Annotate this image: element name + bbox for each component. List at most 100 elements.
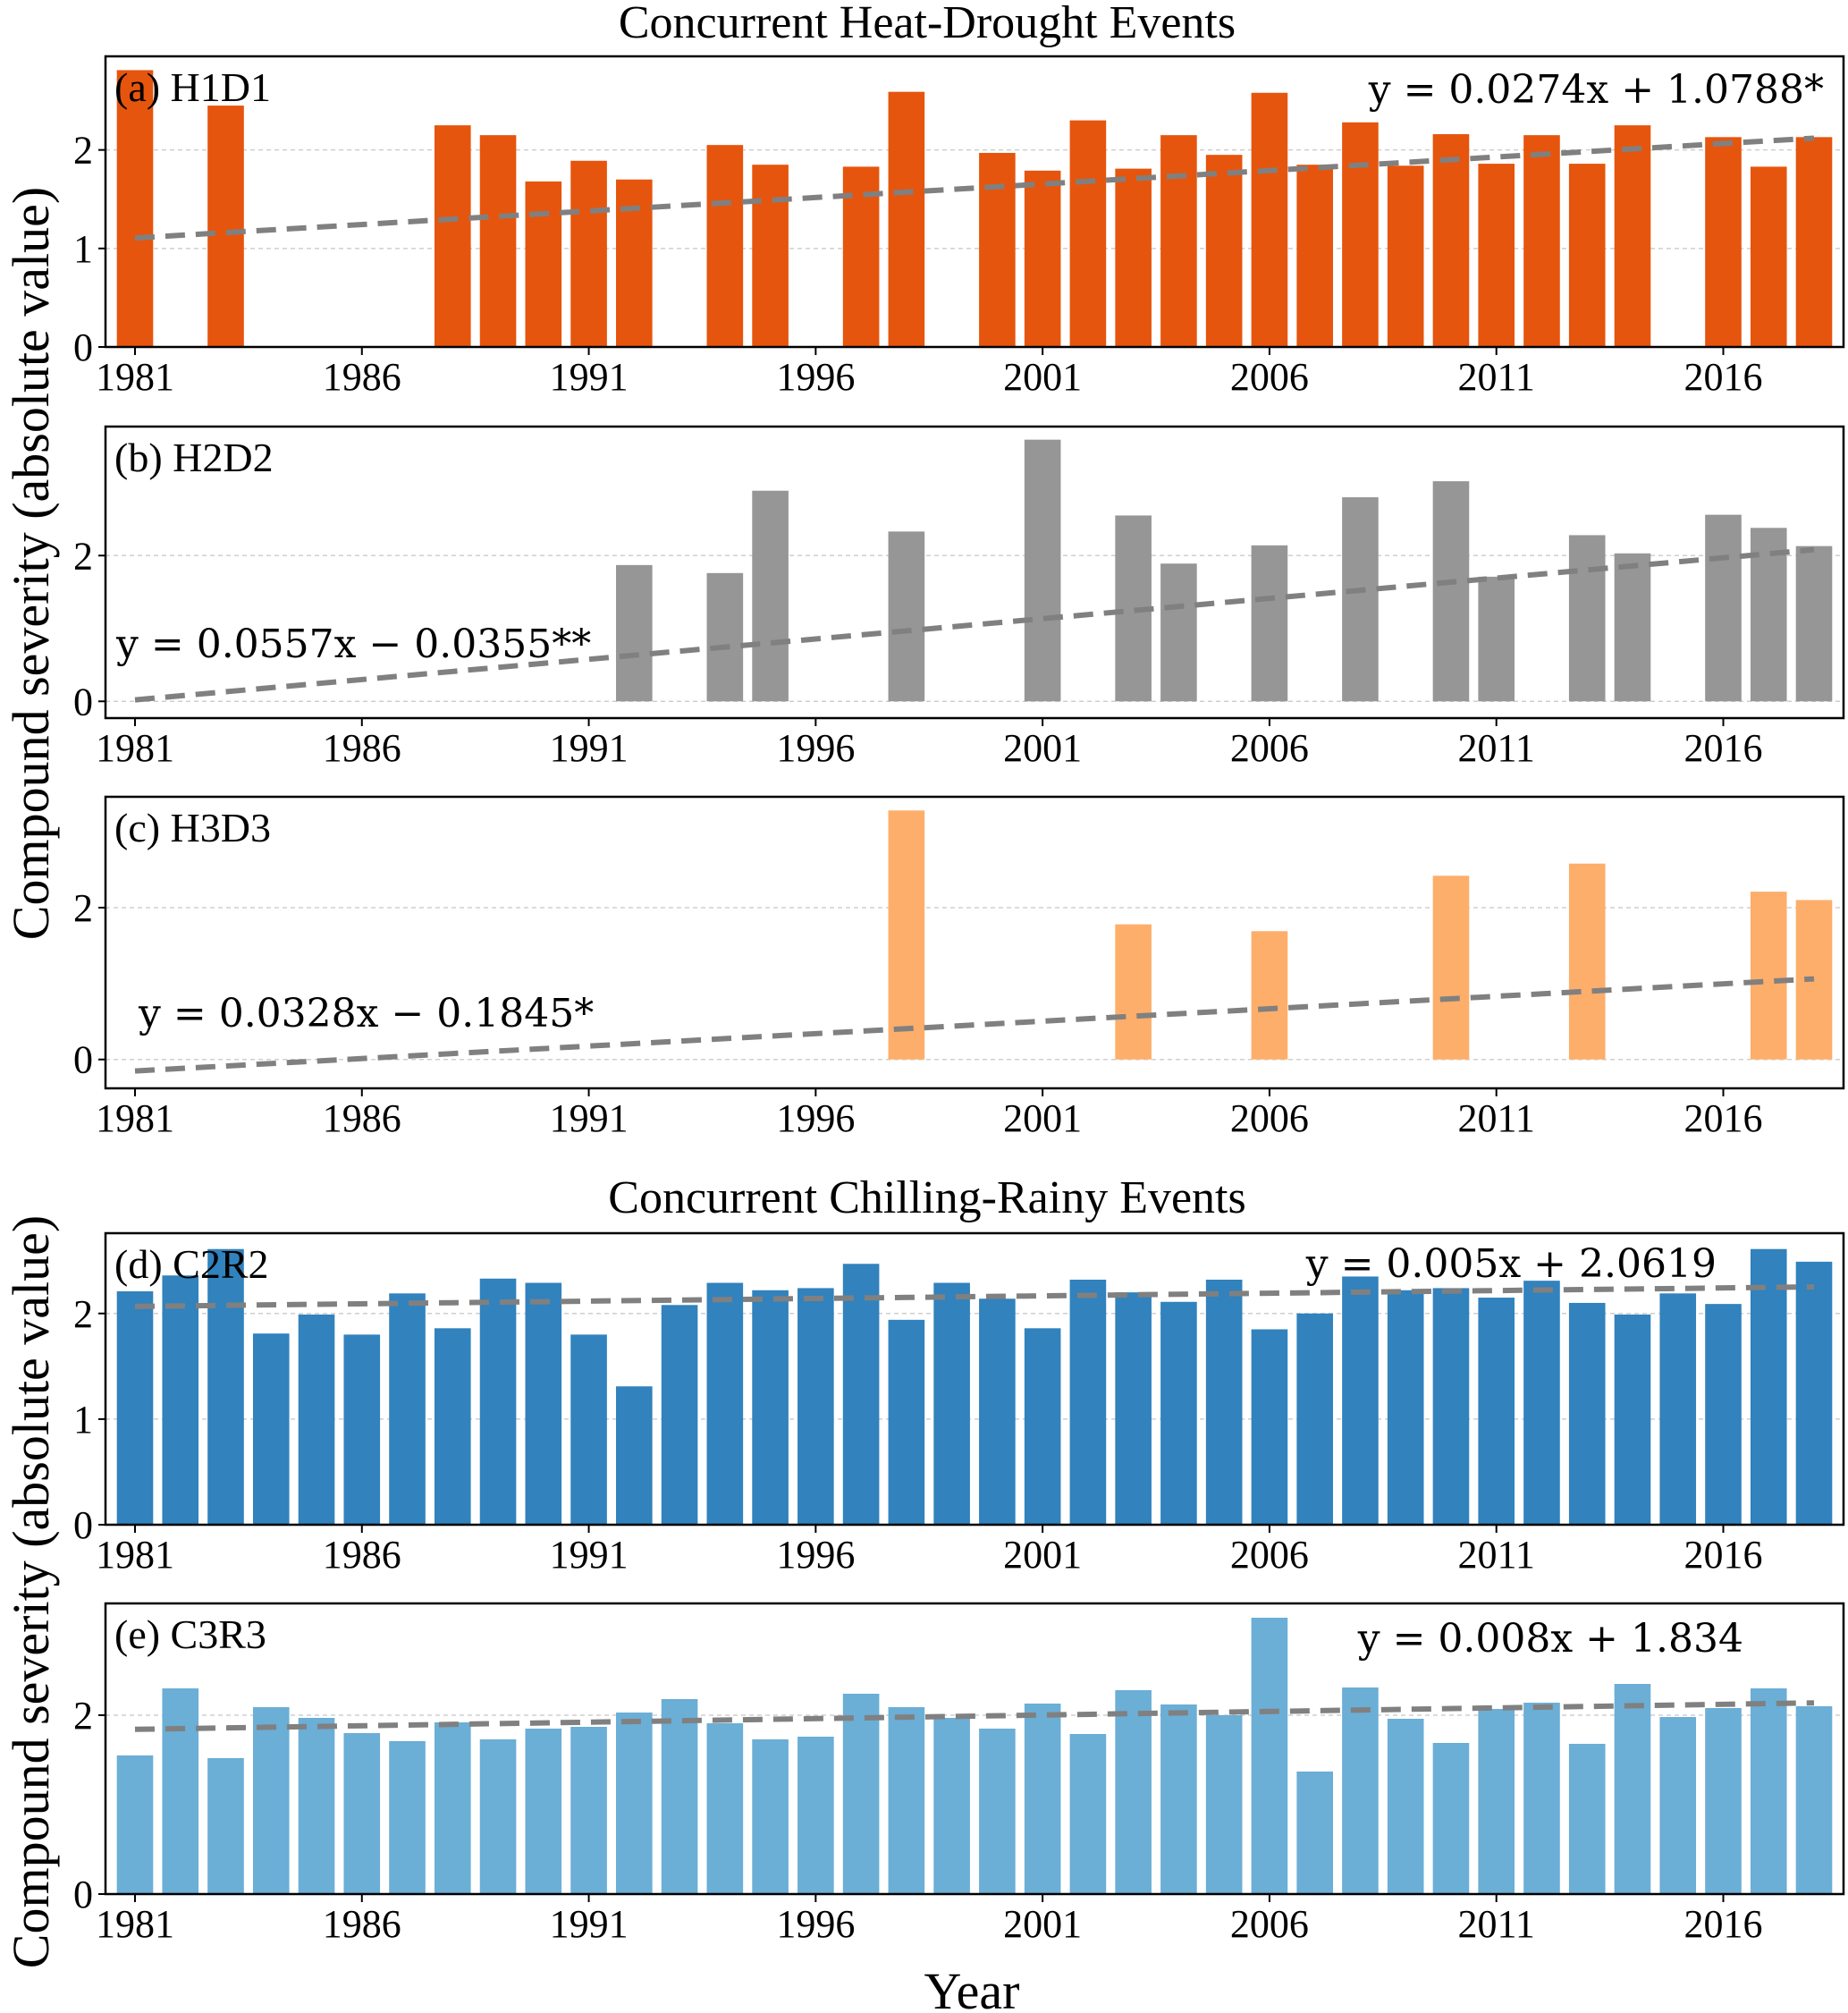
bar-2010 bbox=[1432, 875, 1470, 1060]
bar-1982 bbox=[162, 1688, 199, 1894]
x-tick-label: 1996 bbox=[776, 1902, 855, 1946]
bar-2010 bbox=[1432, 1743, 1470, 1894]
bar-2010 bbox=[1432, 481, 1470, 702]
x-tick-label: 2006 bbox=[1230, 355, 1309, 399]
bar-2007 bbox=[1296, 1313, 1333, 1525]
x-tick-label: 1996 bbox=[776, 355, 855, 399]
bar-2004 bbox=[1160, 563, 1197, 702]
bar-2000 bbox=[979, 152, 1016, 347]
bar-2005 bbox=[1205, 155, 1243, 347]
bar-2012 bbox=[1523, 1703, 1560, 1894]
bar-2003 bbox=[1115, 1292, 1152, 1525]
bar-2003 bbox=[1115, 1690, 1152, 1894]
bar-1981 bbox=[116, 1755, 154, 1894]
bar-1983 bbox=[207, 1758, 244, 1894]
bar-2017 bbox=[1750, 1248, 1787, 1525]
bar-2017 bbox=[1750, 166, 1787, 347]
x-tick-label: 1981 bbox=[96, 726, 174, 770]
y-tick-label: 2 bbox=[73, 886, 93, 930]
bar-1999 bbox=[933, 1718, 970, 1894]
bar-2008 bbox=[1342, 497, 1379, 702]
y-tick-label: 0 bbox=[73, 1503, 93, 1547]
x-tick-label: 1986 bbox=[323, 726, 401, 770]
x-tick-label: 2006 bbox=[1230, 1902, 1309, 1946]
bar-1984 bbox=[252, 1707, 290, 1894]
panel-label: (b) H2D2 bbox=[114, 435, 274, 480]
x-tick-label: 2006 bbox=[1230, 1096, 1309, 1140]
x-tick-label: 1981 bbox=[96, 355, 174, 399]
axes-frame bbox=[104, 55, 1845, 349]
bar-2014 bbox=[1614, 1684, 1651, 1894]
bar-1992 bbox=[616, 1713, 653, 1894]
bar-2016 bbox=[1705, 1304, 1742, 1525]
x-axis-label: Year bbox=[924, 1962, 1020, 2013]
bar-1989 bbox=[479, 1739, 517, 1894]
bar-1995 bbox=[752, 1739, 789, 1894]
trend-equation: y = 0.0328x − 0.1845* bbox=[138, 991, 594, 1036]
axes-frame bbox=[104, 795, 1845, 1090]
bar-1982 bbox=[162, 1275, 199, 1525]
bar-1990 bbox=[525, 1729, 562, 1894]
panel-label: (d) C2R2 bbox=[114, 1241, 269, 1287]
bar-1985 bbox=[298, 1718, 335, 1894]
bar-2011 bbox=[1478, 164, 1515, 347]
y-tick-label: 0 bbox=[73, 1038, 93, 1082]
x-tick-label: 2001 bbox=[1003, 1533, 1082, 1577]
bar-1993 bbox=[661, 1305, 698, 1525]
bar-1997 bbox=[842, 1694, 880, 1894]
x-tick-label: 2016 bbox=[1683, 355, 1762, 399]
bar-2004 bbox=[1160, 135, 1197, 347]
bar-2001 bbox=[1024, 1704, 1061, 1894]
x-tick-label: 1996 bbox=[776, 1533, 855, 1577]
panel-label: (a) H1D1 bbox=[114, 64, 271, 110]
x-tick-label: 2016 bbox=[1683, 726, 1762, 770]
bar-2003 bbox=[1115, 924, 1152, 1060]
x-tick-label: 2001 bbox=[1003, 355, 1082, 399]
trend-equation: y = 0.008x + 1.834 bbox=[1357, 1616, 1743, 1662]
bar-1995 bbox=[752, 165, 789, 347]
bar-1991 bbox=[570, 160, 607, 347]
axes-frame bbox=[104, 1231, 1845, 1527]
bar-2007 bbox=[1296, 165, 1333, 347]
bar-2012 bbox=[1523, 135, 1560, 347]
trend-line bbox=[134, 1700, 1815, 1732]
bar-2013 bbox=[1568, 863, 1606, 1060]
bar-2007 bbox=[1296, 1772, 1333, 1894]
bar-1987 bbox=[389, 1293, 426, 1525]
bar-2018 bbox=[1795, 137, 1833, 347]
y-tick-label: 1 bbox=[73, 1398, 93, 1442]
x-tick-label: 2011 bbox=[1458, 355, 1535, 399]
bar-1994 bbox=[706, 145, 744, 347]
bar-1988 bbox=[434, 1328, 471, 1525]
bar-1989 bbox=[479, 1278, 517, 1525]
bar-1991 bbox=[570, 1334, 607, 1525]
panel-label: (e) C3R3 bbox=[114, 1611, 266, 1657]
trend-line bbox=[134, 135, 1815, 241]
bar-2006 bbox=[1251, 545, 1288, 702]
bar-1996 bbox=[797, 1737, 834, 1894]
bar-2006 bbox=[1251, 1618, 1288, 1894]
x-tick-label: 1991 bbox=[550, 1902, 629, 1946]
x-tick-label: 2011 bbox=[1458, 726, 1535, 770]
axes-frame bbox=[104, 425, 1845, 720]
bar-1998 bbox=[888, 531, 925, 702]
bar-1983 bbox=[207, 106, 244, 347]
bar-2018 bbox=[1795, 1261, 1833, 1525]
bar-2014 bbox=[1614, 1314, 1651, 1525]
bar-2006 bbox=[1251, 1329, 1288, 1525]
x-tick-label: 2016 bbox=[1683, 1096, 1762, 1140]
bar-1991 bbox=[570, 1727, 607, 1894]
bar-2003 bbox=[1115, 168, 1152, 347]
bar-1994 bbox=[706, 1723, 744, 1894]
trend-equation: y = 0.005x + 2.0619 bbox=[1305, 1241, 1717, 1287]
axes-frame bbox=[104, 1602, 1845, 1896]
x-tick-label: 1981 bbox=[96, 1902, 174, 1946]
y-tick-label: 2 bbox=[73, 534, 93, 578]
bar-2000 bbox=[979, 1729, 1016, 1894]
x-tick-label: 1991 bbox=[550, 1096, 629, 1140]
y-tick-label: 0 bbox=[73, 680, 93, 723]
bar-2017 bbox=[1750, 1688, 1787, 1894]
bar-1994 bbox=[706, 572, 744, 702]
bar-2008 bbox=[1342, 1687, 1379, 1894]
x-tick-label: 2001 bbox=[1003, 726, 1082, 770]
